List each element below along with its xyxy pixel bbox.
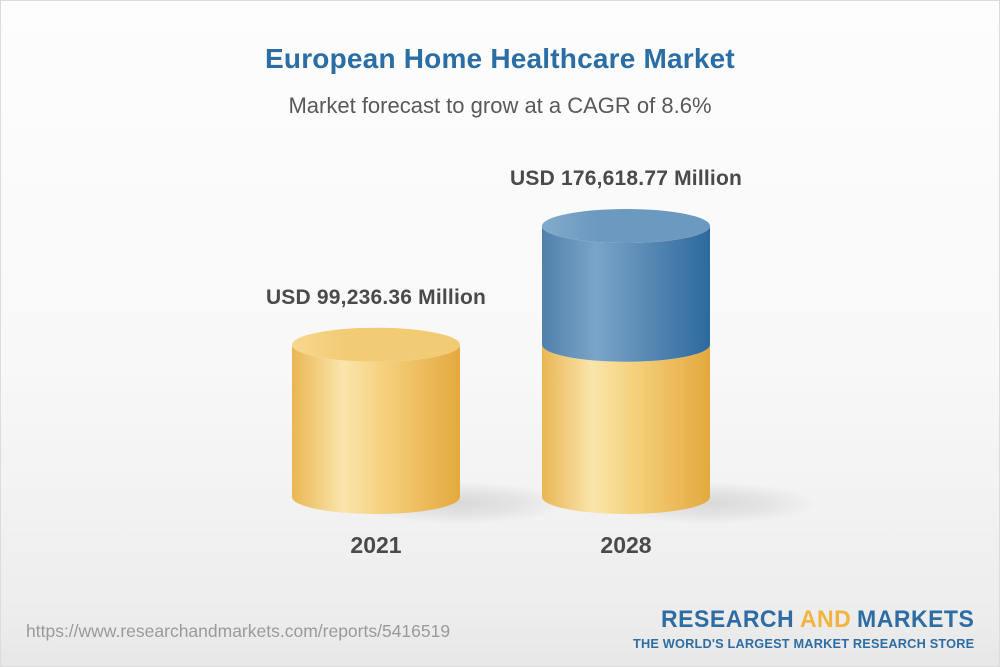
cylinder-2021-gold-segment: [292, 344, 460, 514]
logo-tagline: THE WORLD'S LARGEST MARKET RESEARCH STOR…: [632, 636, 974, 651]
research-and-markets-logo: RESEARCH AND MARKETS THE WORLD'S LARGEST M…: [626, 607, 974, 652]
category-label-2028: 2028: [600, 532, 652, 558]
logo-word-and: AND: [799, 606, 851, 633]
logo-wordmark: RESEARCH AND MARKETS: [640, 607, 974, 633]
logo-word-markets: MARKETS: [856, 606, 974, 633]
report-url-link[interactable]: https://www.researchandmarkets.com/repor…: [26, 621, 451, 641]
cylinder-2021-top: [292, 327, 460, 362]
cylinder-2028-blue-segment: [542, 226, 710, 362]
logo-word-research: RESEARCH: [660, 606, 794, 633]
page-subtitle: Market forecast to grow at a CAGR of 8.6…: [288, 93, 712, 118]
value-label-2021: USD 99,236.36 Million: [265, 285, 487, 309]
category-label-2021: 2021: [350, 532, 402, 558]
value-label-2028: USD 176,618.77 Million: [510, 167, 742, 190]
cylinder-2028-top: [542, 209, 710, 243]
cylinder-2028-gold-segment: [542, 344, 710, 514]
page-title: European Home Healthcare Market: [265, 43, 735, 74]
